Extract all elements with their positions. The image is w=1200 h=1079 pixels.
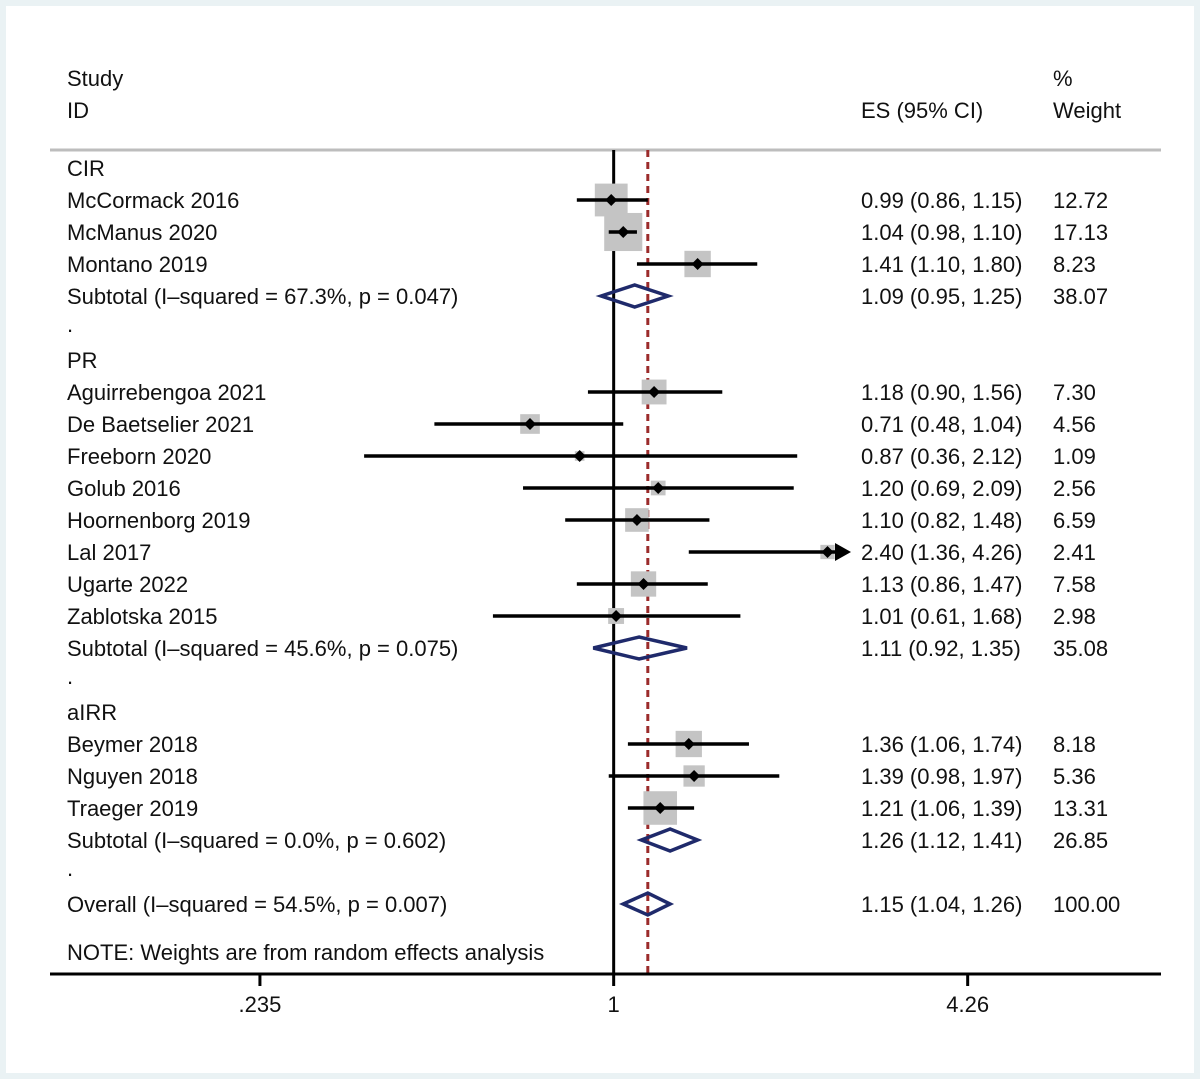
group-separator: . [67,856,73,881]
study-point-estimate [688,770,701,782]
study-weight: 5.36 [1053,764,1096,789]
ci-arrow-head [835,543,851,561]
group-label: CIR [67,156,105,181]
overall-label: Overall (I–squared = 54.5%, p = 0.007) [67,892,447,917]
study-point-estimate [691,258,704,270]
study-label: Zablotska 2015 [67,604,217,629]
subtotal-es-ci: 1.11 (0.92, 1.35) [861,636,1021,661]
subtotal-weight: 38.07 [1053,284,1108,309]
study-es-ci: 1.41 (1.10, 1.80) [861,252,1022,277]
x-tick-label: 4.26 [946,992,989,1017]
study-weight: 2.98 [1053,604,1096,629]
plot-layer [364,150,851,974]
study-label: Lal 2017 [67,540,151,565]
study-point-estimate [648,386,661,398]
x-tick-label: 1 [608,992,620,1017]
study-es-ci: 1.04 (0.98, 1.10) [861,220,1022,245]
study-weight: 1.09 [1053,444,1096,469]
group-label: PR [67,348,98,373]
study-label: McManus 2020 [67,220,217,245]
study-weight: 13.31 [1053,796,1108,821]
study-weight: 8.23 [1053,252,1096,277]
study-label: Golub 2016 [67,476,181,501]
study-weight: 4.56 [1053,412,1096,437]
study-label: Hoornenborg 2019 [67,508,250,533]
overall-weight: 100.00 [1053,892,1120,917]
study-point-estimate [573,450,586,462]
x-tick-label: .235 [239,992,282,1017]
study-weight: 8.18 [1053,732,1096,757]
rows-layer: CIR McCormack 2016 0.99 (0.86, 1.15) 12.72 M… [67,156,1120,965]
study-point-estimate [682,738,695,750]
study-es-ci: 0.87 (0.36, 2.12) [861,444,1022,469]
subtotal-diamond [592,635,688,661]
header-pct: % [1053,66,1073,91]
overall-diamond [618,891,675,917]
study-es-ci: 1.36 (1.06, 1.74) [861,732,1022,757]
study-label: Freeborn 2020 [67,444,211,469]
study-es-ci: 1.39 (0.98, 1.97) [861,764,1022,789]
study-label: Beymer 2018 [67,732,198,757]
subtotal-label: Subtotal (I–squared = 0.0%, p = 0.602) [67,828,446,853]
study-point-estimate [617,226,630,238]
study-weight: 2.41 [1053,540,1096,565]
group-separator: . [67,664,73,689]
header-es: ES (95% CI) [861,98,983,123]
study-point-estimate [630,514,643,526]
subtotal-diamond [595,283,674,309]
x-axis: .235 1 4.26 [50,972,1161,1017]
study-label: Aguirrebengoa 2021 [67,380,266,405]
study-point-estimate [654,802,667,814]
group-separator: . [67,312,73,337]
subtotal-diamond [636,827,703,853]
column-headers: Study ID ES (95% CI) % Weight [67,66,1121,123]
study-label: Traeger 2019 [67,796,198,821]
subtotal-weight: 35.08 [1053,636,1108,661]
study-point-estimate [821,546,834,558]
study-point-estimate [605,194,618,206]
study-es-ci: 1.01 (0.61, 1.68) [861,604,1022,629]
group-label: aIRR [67,700,117,725]
study-weight: 17.13 [1053,220,1108,245]
overall-es-ci: 1.15 (1.04, 1.26) [861,892,1022,917]
study-weight: 12.72 [1053,188,1108,213]
study-label: De Baetselier 2021 [67,412,254,437]
study-es-ci: 0.71 (0.48, 1.04) [861,412,1022,437]
study-es-ci: 1.21 (1.06, 1.39) [861,796,1022,821]
subtotal-label: Subtotal (I–squared = 67.3%, p = 0.047) [67,284,458,309]
study-es-ci: 1.10 (0.82, 1.48) [861,508,1022,533]
study-label: Nguyen 2018 [67,764,198,789]
study-point-estimate [637,578,650,590]
weights-note: NOTE: Weights are from random effects an… [67,940,544,965]
subtotal-weight: 26.85 [1053,828,1108,853]
study-point-estimate [524,418,537,430]
study-weight: 7.58 [1053,572,1096,597]
study-point-estimate [610,610,623,622]
study-weight: 7.30 [1053,380,1096,405]
study-es-ci: 1.13 (0.86, 1.47) [861,572,1022,597]
study-label: McCormack 2016 [67,188,239,213]
study-es-ci: 1.20 (0.69, 2.09) [861,476,1022,501]
study-label: Ugarte 2022 [67,572,188,597]
subtotal-es-ci: 1.26 (1.12, 1.41) [861,828,1022,853]
study-point-estimate [652,482,665,494]
study-weight: 6.59 [1053,508,1096,533]
study-es-ci: 2.40 (1.36, 4.26) [861,540,1022,565]
subtotal-label: Subtotal (I–squared = 45.6%, p = 0.075) [67,636,458,661]
header-study: Study [67,66,123,91]
study-weight: 2.56 [1053,476,1096,501]
subtotal-es-ci: 1.09 (0.95, 1.25) [861,284,1022,309]
forest-plot: Study ID ES (95% CI) % Weight CIR McCorma… [50,66,1161,1017]
forest-plot-panel: Study ID ES (95% CI) % Weight CIR McCorma… [6,6,1194,1073]
study-label: Montano 2019 [67,252,208,277]
study-es-ci: 1.18 (0.90, 1.56) [861,380,1022,405]
header-id: ID [67,98,89,123]
header-weight: Weight [1053,98,1121,123]
study-es-ci: 0.99 (0.86, 1.15) [861,188,1022,213]
